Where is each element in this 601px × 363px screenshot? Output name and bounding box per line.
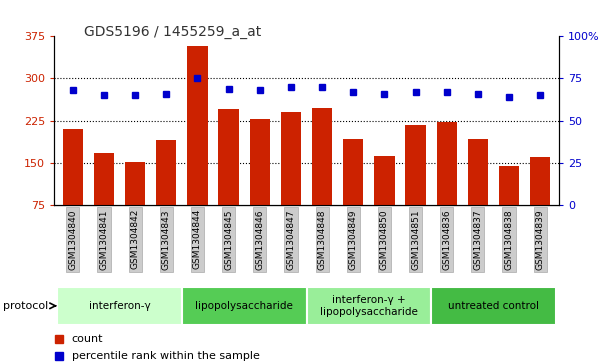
Text: interferon-γ: interferon-γ [89, 301, 150, 311]
Text: GSM1304838: GSM1304838 [505, 209, 514, 270]
Text: GSM1304849: GSM1304849 [349, 209, 358, 270]
Text: GSM1304842: GSM1304842 [130, 209, 139, 269]
Bar [182, 287, 307, 325]
Text: count: count [72, 334, 103, 344]
Bar [307, 287, 431, 325]
Bar [406, 125, 426, 247]
Text: interferon-γ +
lipopolysaccharide: interferon-γ + lipopolysaccharide [320, 295, 418, 317]
Text: GSM1304836: GSM1304836 [442, 209, 451, 270]
Text: GSM1304845: GSM1304845 [224, 209, 233, 270]
Bar [530, 157, 551, 247]
Text: untreated control: untreated control [448, 301, 539, 311]
Text: GSM1304846: GSM1304846 [255, 209, 264, 270]
Text: GSM1304843: GSM1304843 [162, 209, 171, 270]
Text: GSM1304839: GSM1304839 [535, 209, 545, 270]
Text: percentile rank within the sample: percentile rank within the sample [72, 351, 260, 361]
Text: GSM1304840: GSM1304840 [69, 209, 78, 270]
Text: GSM1304850: GSM1304850 [380, 209, 389, 270]
Bar [281, 112, 301, 247]
Text: lipopolysaccharide: lipopolysaccharide [195, 301, 293, 311]
Bar [219, 109, 239, 247]
Bar [431, 287, 556, 325]
Text: GSM1304847: GSM1304847 [287, 209, 296, 270]
Bar [468, 139, 488, 247]
Text: GSM1304841: GSM1304841 [99, 209, 108, 270]
Text: GDS5196 / 1455259_a_at: GDS5196 / 1455259_a_at [84, 25, 261, 40]
Text: GSM1304851: GSM1304851 [411, 209, 420, 270]
Bar [125, 162, 145, 247]
Text: GSM1304837: GSM1304837 [474, 209, 483, 270]
Bar [436, 122, 457, 247]
Bar [343, 139, 364, 247]
Bar [312, 108, 332, 247]
Bar [249, 119, 270, 247]
Bar [63, 129, 83, 247]
Bar [94, 153, 114, 247]
Bar [374, 156, 394, 247]
Bar [156, 140, 177, 247]
Text: protocol: protocol [3, 301, 48, 311]
Bar [57, 287, 182, 325]
Text: GSM1304848: GSM1304848 [317, 209, 326, 270]
Bar [499, 166, 519, 247]
Bar [188, 46, 207, 247]
Text: GSM1304844: GSM1304844 [193, 209, 202, 269]
